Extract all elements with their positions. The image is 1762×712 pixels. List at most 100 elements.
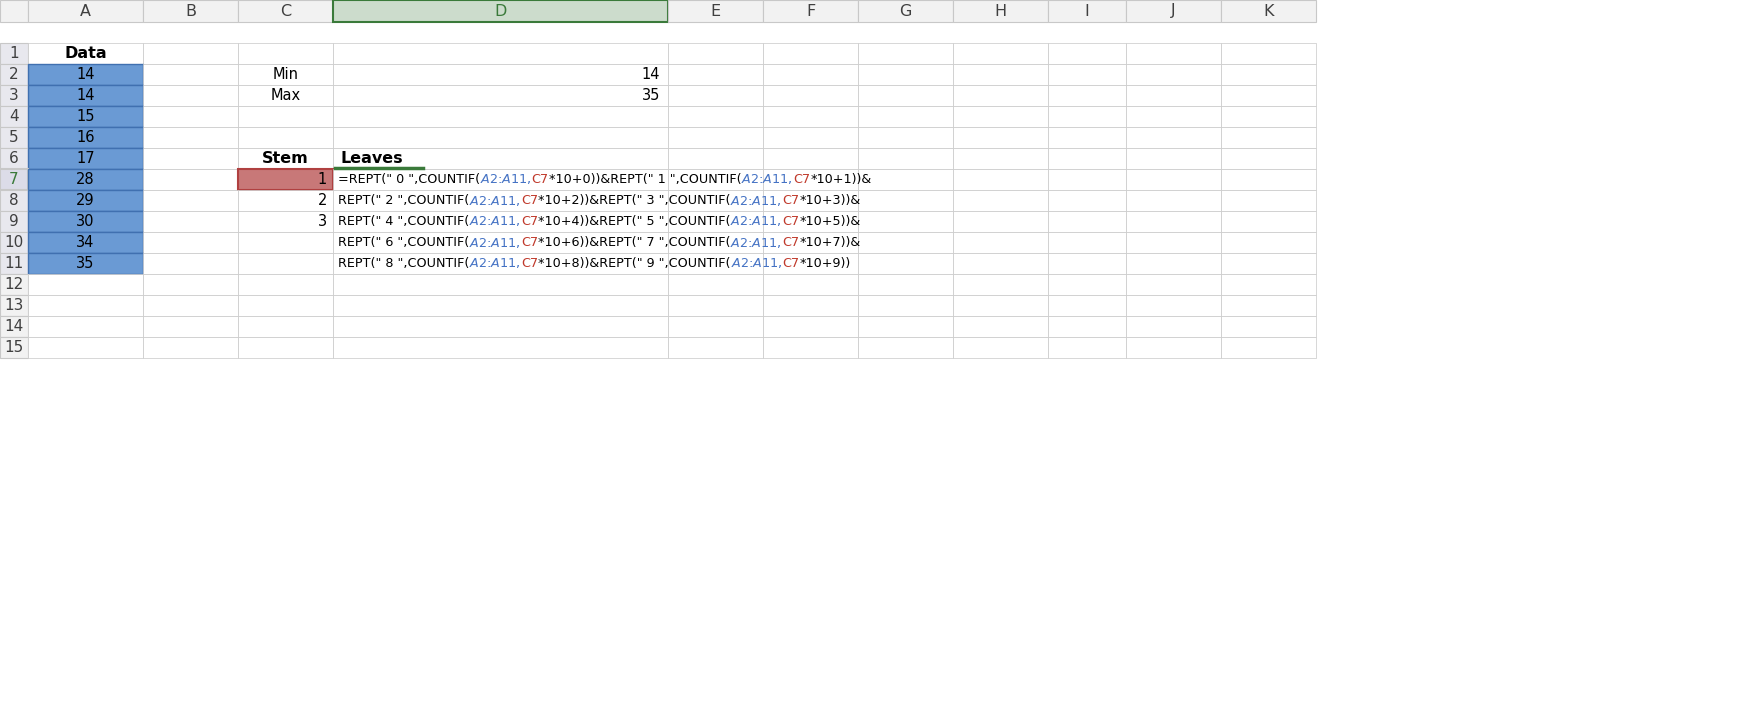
Text: REPT(" 4 ",COUNTIF(: REPT(" 4 ",COUNTIF( — [338, 215, 469, 228]
Bar — [858, 211, 953, 232]
Text: *10+6))&REPT(" 7 ",COUNTIF(: *10+6))&REPT(" 7 ",COUNTIF( — [537, 236, 731, 249]
Text: $A$2:$A$11,: $A$2:$A$11, — [731, 256, 782, 271]
Bar — [28, 106, 143, 127]
Bar — [333, 64, 668, 85]
Bar — [0, 127, 28, 148]
Bar — [143, 169, 238, 190]
Text: 12: 12 — [4, 277, 23, 292]
Bar — [1126, 127, 1221, 148]
Bar — [1048, 295, 1126, 316]
Bar — [333, 85, 668, 106]
Bar — [953, 253, 1048, 274]
Text: 4: 4 — [9, 109, 19, 124]
Bar — [28, 253, 143, 274]
Bar — [668, 232, 763, 253]
Bar — [28, 316, 143, 337]
Text: 35: 35 — [641, 88, 661, 103]
Text: 13: 13 — [4, 298, 23, 313]
Text: REPT(" 6 ",COUNTIF(: REPT(" 6 ",COUNTIF( — [338, 236, 469, 249]
Bar — [143, 127, 238, 148]
Text: *10+3))&: *10+3))& — [800, 194, 860, 207]
Text: J: J — [1172, 4, 1175, 19]
Bar — [333, 106, 668, 127]
Bar — [1048, 190, 1126, 211]
Bar — [858, 0, 953, 22]
Bar — [0, 232, 28, 253]
Text: 15: 15 — [76, 109, 95, 124]
Bar — [1048, 253, 1126, 274]
Text: *10+5))&: *10+5))& — [800, 215, 860, 228]
Bar — [953, 64, 1048, 85]
Bar — [858, 64, 953, 85]
Bar — [668, 0, 763, 22]
Bar — [143, 85, 238, 106]
Bar — [238, 0, 333, 22]
Bar — [143, 148, 238, 169]
Bar — [0, 64, 28, 85]
Bar — [333, 295, 668, 316]
Bar — [953, 190, 1048, 211]
Text: 16: 16 — [76, 130, 95, 145]
Bar — [953, 232, 1048, 253]
Bar — [858, 274, 953, 295]
Bar — [858, 316, 953, 337]
Bar — [668, 43, 763, 64]
Text: 9: 9 — [9, 214, 19, 229]
Bar — [763, 337, 858, 358]
Text: F: F — [805, 4, 816, 19]
Bar — [143, 316, 238, 337]
Text: 5: 5 — [9, 130, 19, 145]
Text: $A$2:$A$11,: $A$2:$A$11, — [731, 236, 782, 249]
Text: *10+8))&REPT(" 9 ",COUNTIF(: *10+8))&REPT(" 9 ",COUNTIF( — [537, 257, 731, 270]
Bar — [1048, 148, 1126, 169]
Bar — [668, 85, 763, 106]
Text: *10+9)): *10+9)) — [800, 257, 851, 270]
Bar — [1126, 43, 1221, 64]
Bar — [763, 295, 858, 316]
Text: B: B — [185, 4, 196, 19]
Text: A: A — [79, 4, 92, 19]
Text: $A$2:$A$11,: $A$2:$A$11, — [469, 236, 522, 249]
Text: C7: C7 — [782, 236, 800, 249]
Text: REPT(" 2 ",COUNTIF(: REPT(" 2 ",COUNTIF( — [338, 194, 469, 207]
Bar — [1048, 316, 1126, 337]
Bar — [0, 106, 28, 127]
Text: I: I — [1085, 4, 1089, 19]
Bar — [953, 211, 1048, 232]
Bar — [953, 274, 1048, 295]
Bar — [238, 106, 333, 127]
Bar — [143, 232, 238, 253]
Text: 30: 30 — [76, 214, 95, 229]
Text: Data: Data — [63, 46, 107, 61]
Bar — [333, 127, 668, 148]
Bar — [333, 232, 668, 253]
Text: 6: 6 — [9, 151, 19, 166]
Bar — [1221, 274, 1316, 295]
Bar — [28, 0, 143, 22]
Text: 34: 34 — [76, 235, 95, 250]
Bar — [238, 337, 333, 358]
Bar — [1221, 316, 1316, 337]
Text: D: D — [495, 4, 507, 19]
Bar — [238, 169, 333, 190]
Text: 29: 29 — [76, 193, 95, 208]
Bar — [668, 211, 763, 232]
Bar — [333, 190, 668, 211]
Bar — [1126, 211, 1221, 232]
Text: C7: C7 — [522, 236, 537, 249]
Bar — [28, 211, 143, 232]
Text: 1: 1 — [317, 172, 328, 187]
Bar — [1048, 211, 1126, 232]
Text: G: G — [899, 4, 911, 19]
Bar — [1221, 148, 1316, 169]
Bar — [1221, 169, 1316, 190]
Text: REPT(" 8 ",COUNTIF(: REPT(" 8 ",COUNTIF( — [338, 257, 469, 270]
Bar — [953, 106, 1048, 127]
Bar — [333, 253, 668, 274]
Bar — [28, 43, 143, 64]
Bar — [1221, 295, 1316, 316]
Bar — [763, 85, 858, 106]
Text: Min: Min — [273, 67, 298, 82]
Bar — [0, 253, 28, 274]
Bar — [28, 127, 143, 148]
